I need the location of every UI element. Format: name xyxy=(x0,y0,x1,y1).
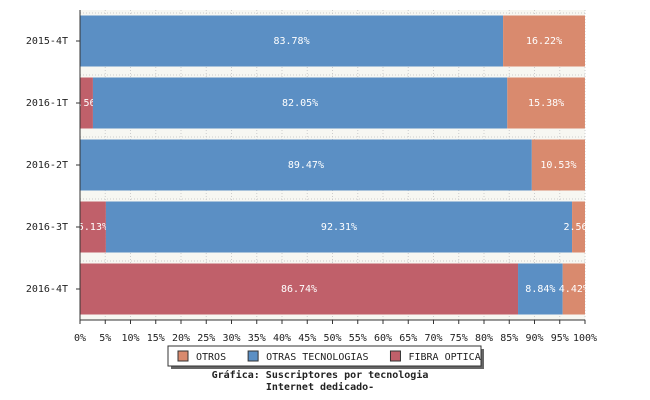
legend-swatch xyxy=(247,350,259,362)
data-label: 2.56% xyxy=(71,98,101,109)
data-label: 92.31% xyxy=(321,222,357,233)
bar-segment xyxy=(507,77,585,129)
bar-segment xyxy=(572,201,585,253)
x-tick-label: 0% xyxy=(74,333,86,344)
legend-swatch xyxy=(177,350,189,362)
bar-segment xyxy=(105,201,573,253)
x-tick-label: 90% xyxy=(525,333,543,344)
x-tick-label: 95% xyxy=(551,333,569,344)
legend xyxy=(167,345,482,367)
bar-segment xyxy=(80,139,532,191)
data-label: 8.84% xyxy=(525,284,555,295)
bar-segment xyxy=(80,263,519,315)
data-label: 16.22% xyxy=(526,36,562,47)
x-tick-label: 70% xyxy=(424,333,442,344)
chart-subtitle: Internet dedicado- xyxy=(266,381,374,393)
bar-segment xyxy=(80,77,93,129)
x-tick-label: 100% xyxy=(573,333,597,344)
x-tick-label: 20% xyxy=(172,333,190,344)
x-tick-label: 65% xyxy=(399,333,417,344)
data-label: 5.13% xyxy=(78,222,108,233)
x-tick-label: 60% xyxy=(374,333,392,344)
x-tick-label: 40% xyxy=(273,333,291,344)
bar-segment xyxy=(503,15,585,67)
bar-segment xyxy=(92,77,508,129)
data-label: 89.47% xyxy=(288,160,324,171)
x-tick-label: 5% xyxy=(99,333,111,344)
y-tick-label: 2016-1T xyxy=(26,98,68,109)
x-tick-label: 35% xyxy=(248,333,266,344)
bar-segment xyxy=(80,201,106,253)
y-tick-label: 2016-4T xyxy=(26,284,68,295)
data-label: 4.42% xyxy=(559,284,589,295)
x-tick-label: 25% xyxy=(197,333,215,344)
legend-swatch xyxy=(389,350,401,362)
x-tick-label: 75% xyxy=(450,333,468,344)
data-label: 82.05% xyxy=(282,98,318,109)
data-label: 83.78% xyxy=(273,36,309,47)
legend-label: FIBRA OPTICA xyxy=(408,352,480,363)
legend-label: OTROS xyxy=(196,352,226,363)
x-tick-label: 15% xyxy=(147,333,165,344)
data-label: 2.56% xyxy=(563,222,593,233)
x-tick-label: 55% xyxy=(349,333,367,344)
bar-segment xyxy=(531,139,585,191)
bar-segment xyxy=(80,15,504,67)
y-tick-label: 2016-2T xyxy=(26,160,68,171)
x-tick-label: 45% xyxy=(298,333,316,344)
y-tick-label: 2015-4T xyxy=(26,36,68,47)
bar-segment xyxy=(562,263,585,315)
data-label: 15.38% xyxy=(528,98,564,109)
x-tick-label: 80% xyxy=(475,333,493,344)
data-label: 10.53% xyxy=(540,160,576,171)
x-tick-label: 85% xyxy=(500,333,518,344)
chart-title: Gráfica: Suscriptores por tecnologia xyxy=(212,369,429,381)
x-tick-label: 30% xyxy=(222,333,240,344)
legend-label: OTRAS TECNOLOGIAS xyxy=(266,352,368,363)
bar-segment xyxy=(518,263,563,315)
y-tick-label: 2016-3T xyxy=(26,222,68,233)
x-tick-label: 50% xyxy=(323,333,341,344)
data-label: 86.74% xyxy=(281,284,317,295)
x-tick-label: 10% xyxy=(121,333,139,344)
